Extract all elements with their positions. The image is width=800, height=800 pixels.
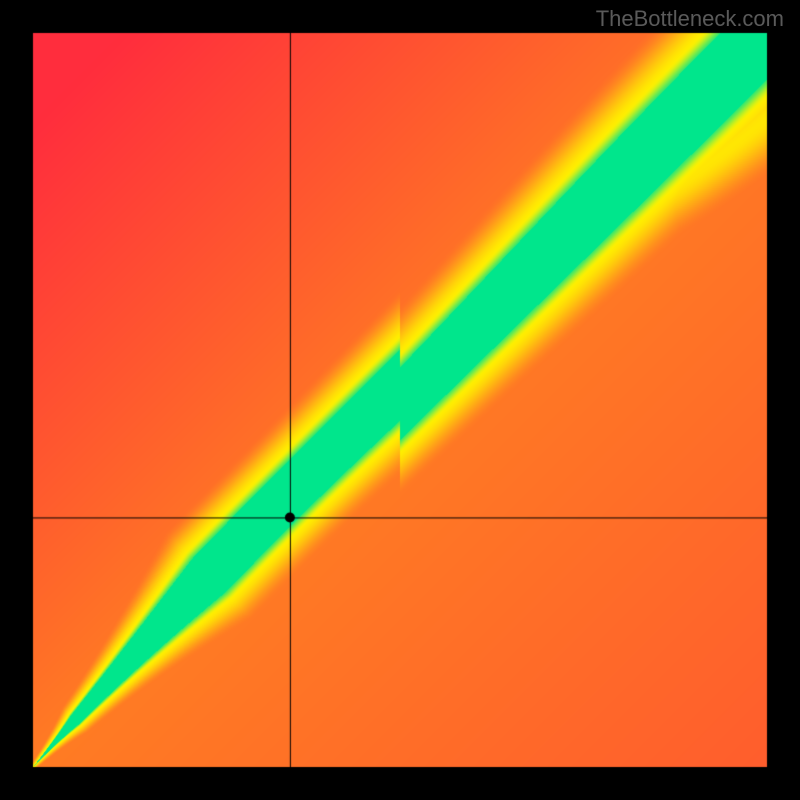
chart-container: TheBottleneck.com	[0, 0, 800, 800]
bottleneck-heatmap	[0, 0, 800, 800]
watermark-text: TheBottleneck.com	[596, 6, 784, 32]
